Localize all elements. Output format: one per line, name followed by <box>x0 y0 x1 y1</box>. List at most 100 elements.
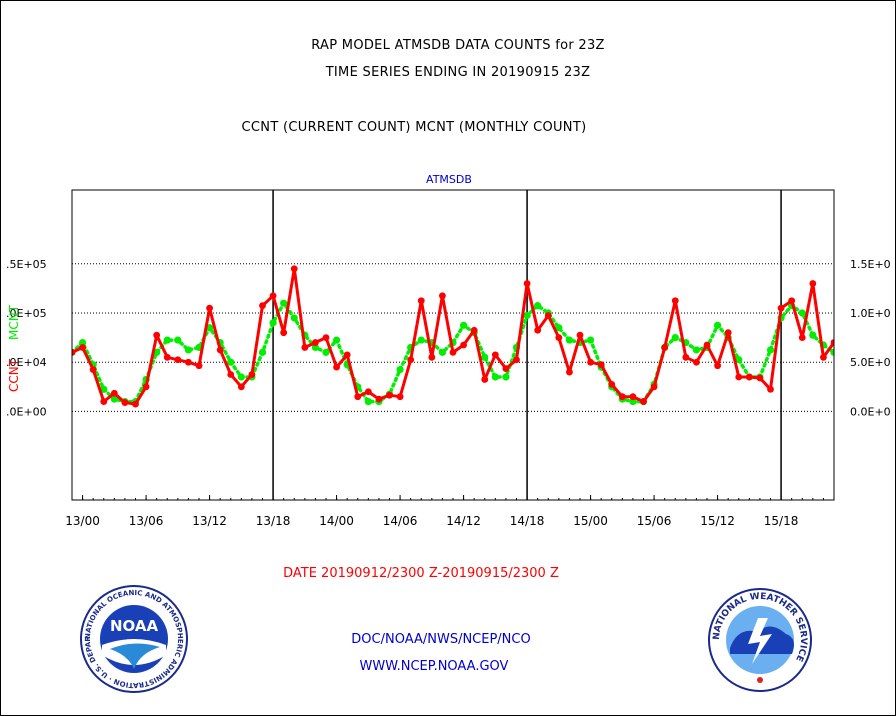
ccnt-point <box>460 341 467 349</box>
series-ccnt <box>72 265 834 408</box>
ccnt-point <box>185 358 192 366</box>
mcnt-point <box>311 343 320 352</box>
ylabel-ccnt: CCNT <box>7 358 21 392</box>
mcnt-point <box>100 385 108 393</box>
mcnt-point <box>766 346 775 354</box>
ccnt-point <box>100 398 108 405</box>
mcnt-point <box>438 348 447 356</box>
mcnt-point <box>586 336 595 344</box>
ccnt-point <box>343 351 351 359</box>
ccnt-point <box>597 361 605 369</box>
ccnt-point <box>640 398 647 405</box>
ccnt-point <box>830 339 834 346</box>
y-tick-label-left: .0E+05 <box>6 307 47 320</box>
mcnt-point <box>491 373 499 381</box>
ccnt-point <box>142 383 150 391</box>
ccnt-point <box>153 331 161 339</box>
mcnt-point <box>523 311 531 320</box>
mcnt-point <box>502 373 510 381</box>
ccnt-point <box>89 366 97 374</box>
ccnt-point <box>312 339 319 346</box>
mcnt-point <box>227 358 235 366</box>
ccnt-point <box>227 371 235 378</box>
mcnt-point <box>396 366 404 374</box>
y-tick-label-right: 5.0E+0 <box>850 356 891 369</box>
ccnt-point <box>407 356 415 364</box>
ccnt-point <box>513 356 520 364</box>
ccnt-point <box>449 348 457 356</box>
ccnt-point <box>608 380 616 388</box>
ccnt-point <box>618 393 626 401</box>
ccnt-point <box>269 292 277 300</box>
ccnt-point <box>714 362 721 370</box>
mcnt-point <box>798 309 806 317</box>
ccnt-point <box>693 358 700 366</box>
ccnt-point <box>354 393 362 401</box>
mcnt-point <box>671 334 679 342</box>
x-tick-label: 13/12 <box>192 514 227 528</box>
x-tick-label: 14/00 <box>319 514 354 528</box>
ccnt-point <box>502 365 510 373</box>
title-line-1: RAP MODEL ATMSDB DATA COUNTS for 23Z <box>311 38 605 53</box>
ccnt-point <box>682 353 690 361</box>
mcnt-point <box>830 348 834 356</box>
ccnt-point <box>703 341 711 349</box>
x-tick-label: 15/12 <box>700 514 735 528</box>
ccnt-point <box>364 388 372 396</box>
y-tick-label-right: 1.0E+0 <box>850 307 891 320</box>
ccnt-point <box>820 353 827 361</box>
ccnt-point <box>777 304 785 312</box>
x-tick-label: 14/12 <box>446 514 481 528</box>
x-tick-label: 14/06 <box>383 514 418 528</box>
series-line-ccnt <box>72 267 834 406</box>
ccnt-point <box>650 383 658 391</box>
ccnt-point <box>174 356 182 364</box>
ccnt-point <box>79 344 86 351</box>
x-tick-label: 14/18 <box>510 514 545 528</box>
y-tick-label-right: 0.0E+0 <box>850 405 891 418</box>
mcnt-point <box>629 397 637 406</box>
ccnt-point <box>629 393 637 401</box>
ccnt-point <box>72 348 76 356</box>
chart-panel-title: ATMSDB <box>426 173 472 186</box>
mcnt-point <box>290 314 298 322</box>
x-tick-label: 15/06 <box>637 514 672 528</box>
ccnt-point <box>756 374 764 382</box>
mcnt-point <box>459 321 468 329</box>
noaa-logo-text: NOAA <box>110 617 159 635</box>
mcnt-point <box>78 338 87 347</box>
mcnt-point <box>555 324 563 332</box>
ccnt-point <box>301 344 309 351</box>
ccnt-point <box>470 326 478 334</box>
x-tick-label: 13/00 <box>65 514 100 528</box>
ccnt-point <box>132 400 139 408</box>
ccnt-point <box>439 292 446 300</box>
mcnt-point <box>735 356 743 364</box>
ccnt-point <box>333 363 340 371</box>
ccnt-point <box>798 334 806 342</box>
title-line-2: TIME SERIES ENDING IN 20190915 23Z <box>325 65 591 80</box>
mcnt-point <box>332 336 341 344</box>
ccnt-point <box>248 371 256 378</box>
ccnt-point <box>745 373 753 381</box>
mcnt-point <box>713 321 722 329</box>
footer-org: DOC/NOAA/NWS/NCEP/NCO <box>351 632 531 647</box>
ccnt-point <box>735 373 743 381</box>
date-range-label: DATE 20190912/2300 Z-20190915/2300 Z <box>283 566 559 581</box>
noaa-logo: NATIONAL OCEANIC AND ATMOSPHERIC ADMINIS… <box>80 585 188 693</box>
ccnt-point <box>809 280 817 287</box>
ccnt-point <box>428 353 436 361</box>
x-tick-label: 13/18 <box>256 514 291 528</box>
mcnt-point <box>565 336 574 344</box>
ccnt-point <box>110 389 118 397</box>
mcnt-point <box>174 336 182 344</box>
ccnt-point <box>375 395 383 403</box>
ccnt-point <box>216 346 224 354</box>
ccnt-point <box>491 351 499 359</box>
ccnt-point <box>259 302 266 310</box>
ccnt-point <box>206 304 213 312</box>
ccnt-point <box>163 353 171 361</box>
title-line-3: CCNT (CURRENT COUNT) MCNT (MONTHLY COUNT… <box>241 120 587 135</box>
mcnt-point <box>809 331 817 339</box>
